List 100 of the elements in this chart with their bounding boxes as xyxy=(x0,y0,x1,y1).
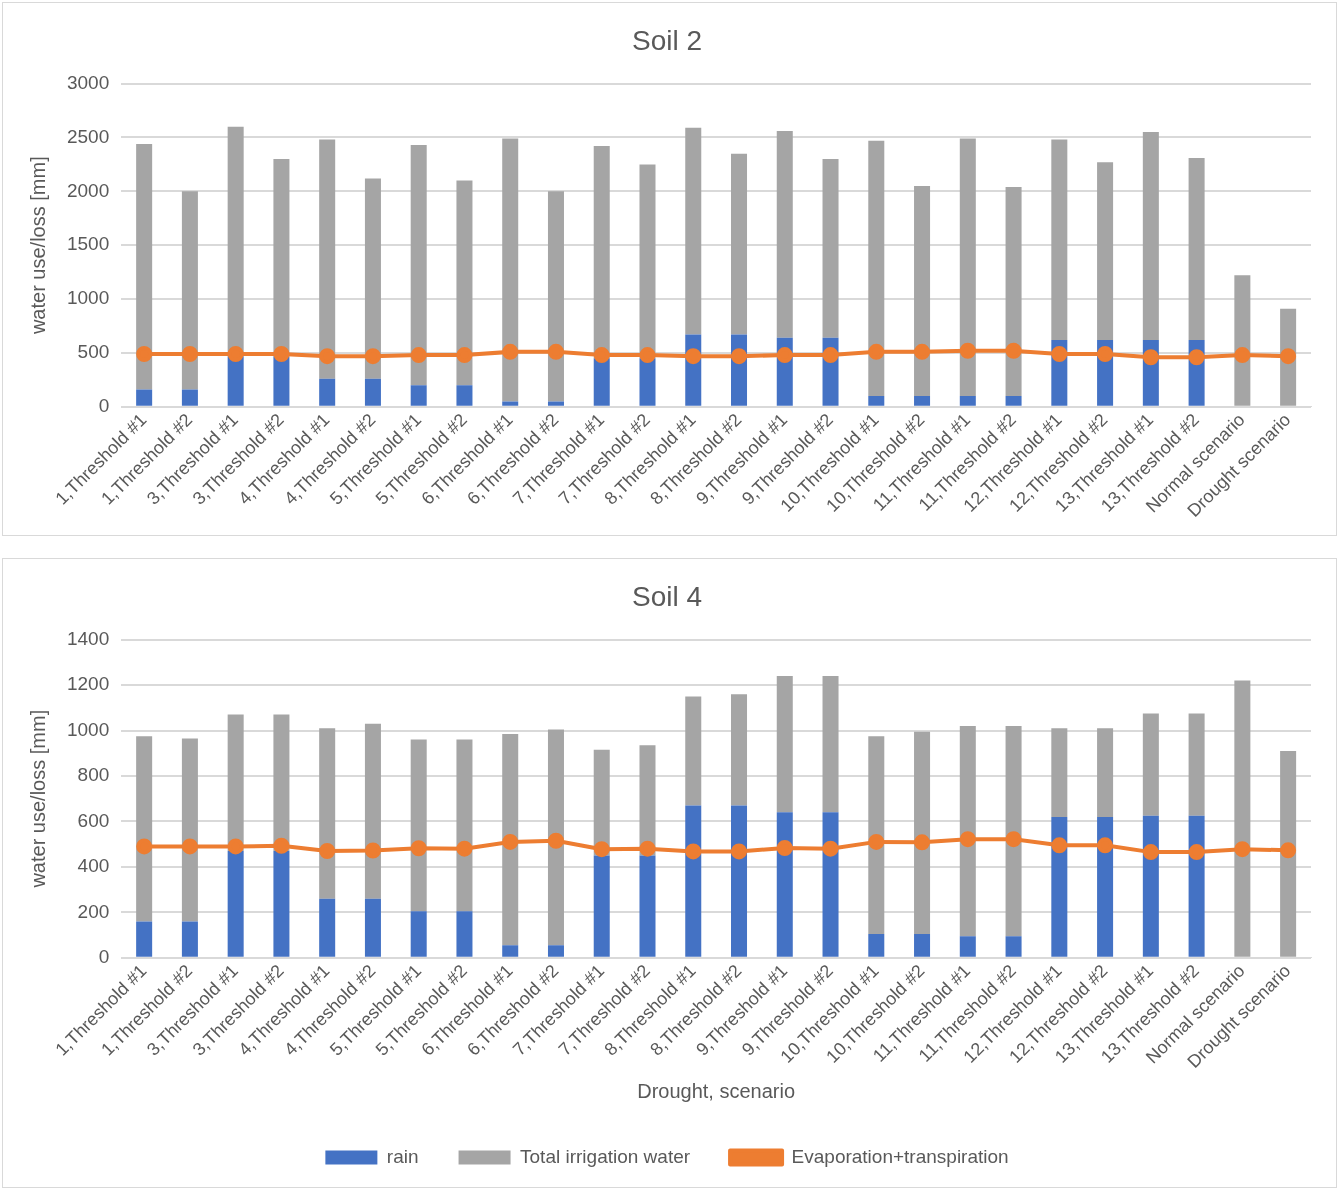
bar xyxy=(731,153,748,335)
point xyxy=(914,834,931,851)
bar xyxy=(181,921,198,957)
y-tick-label: 1400 xyxy=(66,627,110,649)
bar xyxy=(456,385,473,406)
bar xyxy=(1097,728,1114,817)
bar xyxy=(181,389,198,406)
bar xyxy=(959,396,976,406)
bar xyxy=(364,178,381,379)
bar xyxy=(456,911,473,957)
point xyxy=(1051,837,1068,854)
point xyxy=(181,838,198,855)
bar xyxy=(319,378,336,406)
bar xyxy=(959,138,976,397)
point xyxy=(502,833,519,850)
bar xyxy=(319,139,336,379)
bar xyxy=(1051,139,1068,341)
bar xyxy=(273,714,290,851)
y-tick-label: 2000 xyxy=(66,179,110,201)
y-tick-label: 1000 xyxy=(66,718,110,740)
bar xyxy=(1005,725,1022,937)
bar xyxy=(1005,187,1022,397)
y-tick-label: 3000 xyxy=(66,71,110,93)
bar xyxy=(959,936,976,957)
bar xyxy=(502,733,519,946)
point xyxy=(1234,841,1251,858)
bar xyxy=(136,389,153,406)
point xyxy=(319,842,336,859)
bar xyxy=(639,855,656,957)
bar xyxy=(914,933,931,957)
y-tick-label: 800 xyxy=(77,764,110,786)
point xyxy=(136,838,153,855)
bar xyxy=(685,805,702,957)
bar xyxy=(410,739,427,912)
legend-label: Total irrigation water xyxy=(520,1145,691,1167)
point xyxy=(822,840,839,857)
y-axis-title: water use/loss [mm] xyxy=(26,709,49,889)
bar xyxy=(136,921,153,957)
bar xyxy=(731,805,748,957)
bar xyxy=(1005,936,1022,957)
point xyxy=(364,842,381,859)
bar xyxy=(593,146,610,359)
bar xyxy=(593,855,610,957)
point xyxy=(1188,844,1205,861)
bar xyxy=(547,191,564,402)
bar xyxy=(502,945,519,957)
bar xyxy=(319,898,336,957)
bar xyxy=(868,736,885,934)
y-tick-label: 200 xyxy=(77,900,110,922)
bar xyxy=(547,729,564,946)
bar xyxy=(1280,750,1297,957)
bar xyxy=(273,356,290,406)
point xyxy=(1097,837,1114,854)
legend-label: rain xyxy=(386,1145,419,1167)
y-tick-label: 1500 xyxy=(66,233,110,255)
bar xyxy=(364,898,381,957)
bar xyxy=(868,140,885,397)
bar xyxy=(914,185,931,397)
point xyxy=(1142,844,1159,861)
bar xyxy=(502,401,519,406)
bar xyxy=(822,675,839,813)
bar xyxy=(456,739,473,912)
bar xyxy=(1097,162,1114,341)
legend-label: Evaporation+transpiration xyxy=(791,1145,1009,1167)
bar xyxy=(1051,816,1068,957)
y-tick-label: 1200 xyxy=(66,673,110,695)
bar xyxy=(685,127,702,335)
point xyxy=(776,840,793,857)
bar xyxy=(364,378,381,406)
bar xyxy=(639,164,656,359)
bar xyxy=(914,731,931,934)
bar xyxy=(822,812,839,957)
bar xyxy=(868,933,885,957)
point xyxy=(410,840,427,857)
bar xyxy=(914,396,931,406)
bar xyxy=(776,812,793,957)
y-tick-label: 2500 xyxy=(66,125,110,147)
chart-title: Soil 2 xyxy=(631,24,703,56)
bar xyxy=(1097,816,1114,957)
bar xyxy=(410,911,427,957)
bar xyxy=(227,714,244,851)
bar xyxy=(959,725,976,937)
point xyxy=(1005,831,1022,848)
bar xyxy=(547,401,564,406)
point xyxy=(959,831,976,848)
bar xyxy=(1142,713,1159,816)
bar xyxy=(1188,157,1205,341)
bar xyxy=(273,850,290,957)
point xyxy=(547,832,564,849)
point xyxy=(273,837,290,854)
y-tick-label: 400 xyxy=(77,855,110,877)
y-tick-label: 1000 xyxy=(66,287,110,309)
chart-title: Soil 4 xyxy=(631,580,703,612)
bar xyxy=(1188,713,1205,816)
bar xyxy=(181,738,198,922)
point xyxy=(868,833,885,850)
point xyxy=(685,843,702,860)
bar xyxy=(410,385,427,406)
bar xyxy=(547,945,564,957)
bar xyxy=(227,356,244,406)
